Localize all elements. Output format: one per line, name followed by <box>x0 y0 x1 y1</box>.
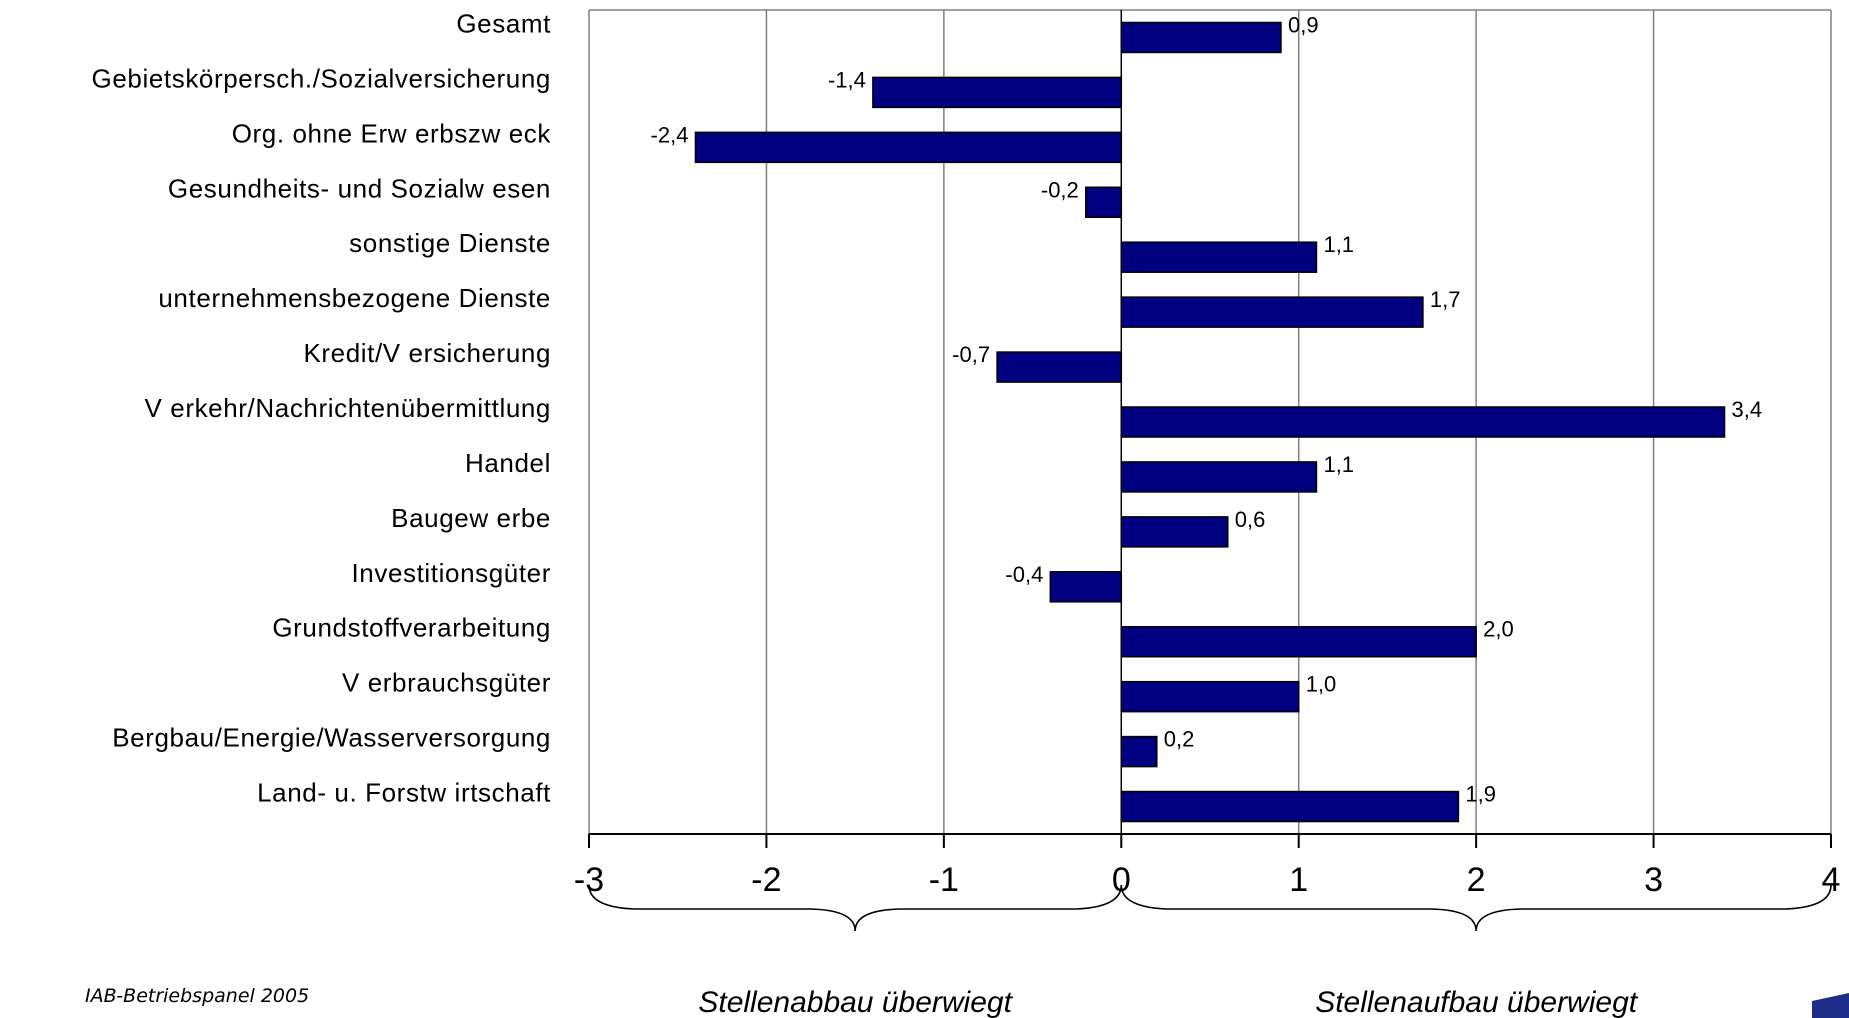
bar <box>1120 680 1300 713</box>
x-tick-label: -3 <box>574 861 604 899</box>
value-label: 0,6 <box>1235 507 1266 532</box>
value-label: 1,1 <box>1323 232 1354 257</box>
brace <box>1120 884 1832 932</box>
value-label: 3,4 <box>1732 397 1763 422</box>
category-label: V erkehr/Nachrichtenübermittlung <box>145 393 552 423</box>
x-tick-label: -1 <box>929 861 959 899</box>
category-label: Handel <box>465 448 551 478</box>
value-label: -0,4 <box>1005 562 1043 587</box>
value-label: -0,2 <box>1041 177 1079 202</box>
bar <box>1120 735 1158 768</box>
value-label: 1,0 <box>1306 672 1337 697</box>
bar <box>1120 241 1318 273</box>
value-label: 0,2 <box>1164 727 1195 752</box>
bar <box>694 131 1123 164</box>
category-label: sonstige Dienste <box>349 228 551 258</box>
value-labels: 0,9 -1,4 -2,4 -0,2 1,1 1,7 -0,7 3,4 1,1 0,6 -0,4 2,… <box>651 12 1763 806</box>
x-tick-label: 2 <box>1467 861 1486 899</box>
category-label: Kredit/V ersicherung <box>303 338 551 368</box>
x-tick-label: 3 <box>1644 861 1663 899</box>
category-labels: Gesamt Gebietskörpersch./Sozialversicheru… <box>92 8 552 808</box>
category-label: Baugew erbe <box>391 503 551 533</box>
category-label: Gebietskörpersch./Sozialversicherung <box>92 63 551 93</box>
bar <box>1120 790 1460 823</box>
bar <box>1120 296 1424 328</box>
bar <box>1120 406 1726 438</box>
category-label: unternehmensbezogene Dienste <box>158 283 551 313</box>
x-tick-label: 4 <box>1822 861 1841 899</box>
corner-logo-mark <box>1812 993 1849 1018</box>
value-label: 1,1 <box>1323 452 1354 477</box>
bar <box>996 351 1123 383</box>
category-label: Land- u. Forstw irtschaft <box>257 778 551 808</box>
category-label: Investitionsgüter <box>351 558 551 588</box>
value-label: 1,7 <box>1430 287 1461 312</box>
value-label: -2,4 <box>651 122 689 147</box>
brace-label: Stellenaufbau überwiegt <box>1315 986 1639 1018</box>
brace-label: Stellenabbau überwiegt <box>698 986 1013 1018</box>
braces: Stellenabbau überwiegt Stellenaufbau über… <box>588 884 1832 1018</box>
bar <box>1120 461 1318 493</box>
source-note: IAB-Betriebspanel 2005 <box>85 985 310 1007</box>
bar <box>1049 571 1123 603</box>
category-label: Gesundheits- und Sozialw esen <box>168 173 551 203</box>
category-label: V erbrauchsgüter <box>342 668 551 698</box>
x-axis: -3 -2 -1 0 1 2 3 4 <box>574 833 1841 899</box>
value-label: -0,7 <box>952 342 990 367</box>
bars <box>694 21 1726 823</box>
category-label: Grundstoffverarbeitung <box>272 613 551 643</box>
category-label: Org. ohne Erw erbszw eck <box>232 118 552 148</box>
value-label: 2,0 <box>1483 617 1514 642</box>
value-label: 0,9 <box>1288 12 1319 37</box>
bar <box>872 76 1123 109</box>
category-label: Bergbau/Energie/Wasserversorgung <box>112 723 551 753</box>
x-tick-label: 1 <box>1289 861 1308 899</box>
brace <box>588 884 1123 932</box>
value-label: 1,9 <box>1465 782 1496 807</box>
bar <box>1085 186 1123 219</box>
bar <box>1120 21 1282 54</box>
bar <box>1120 516 1229 548</box>
x-tick-label: 0 <box>1112 861 1131 899</box>
x-tick-label: -2 <box>751 861 781 899</box>
bar <box>1120 625 1477 658</box>
value-label: -1,4 <box>828 67 866 92</box>
category-label: Gesamt <box>456 8 551 38</box>
